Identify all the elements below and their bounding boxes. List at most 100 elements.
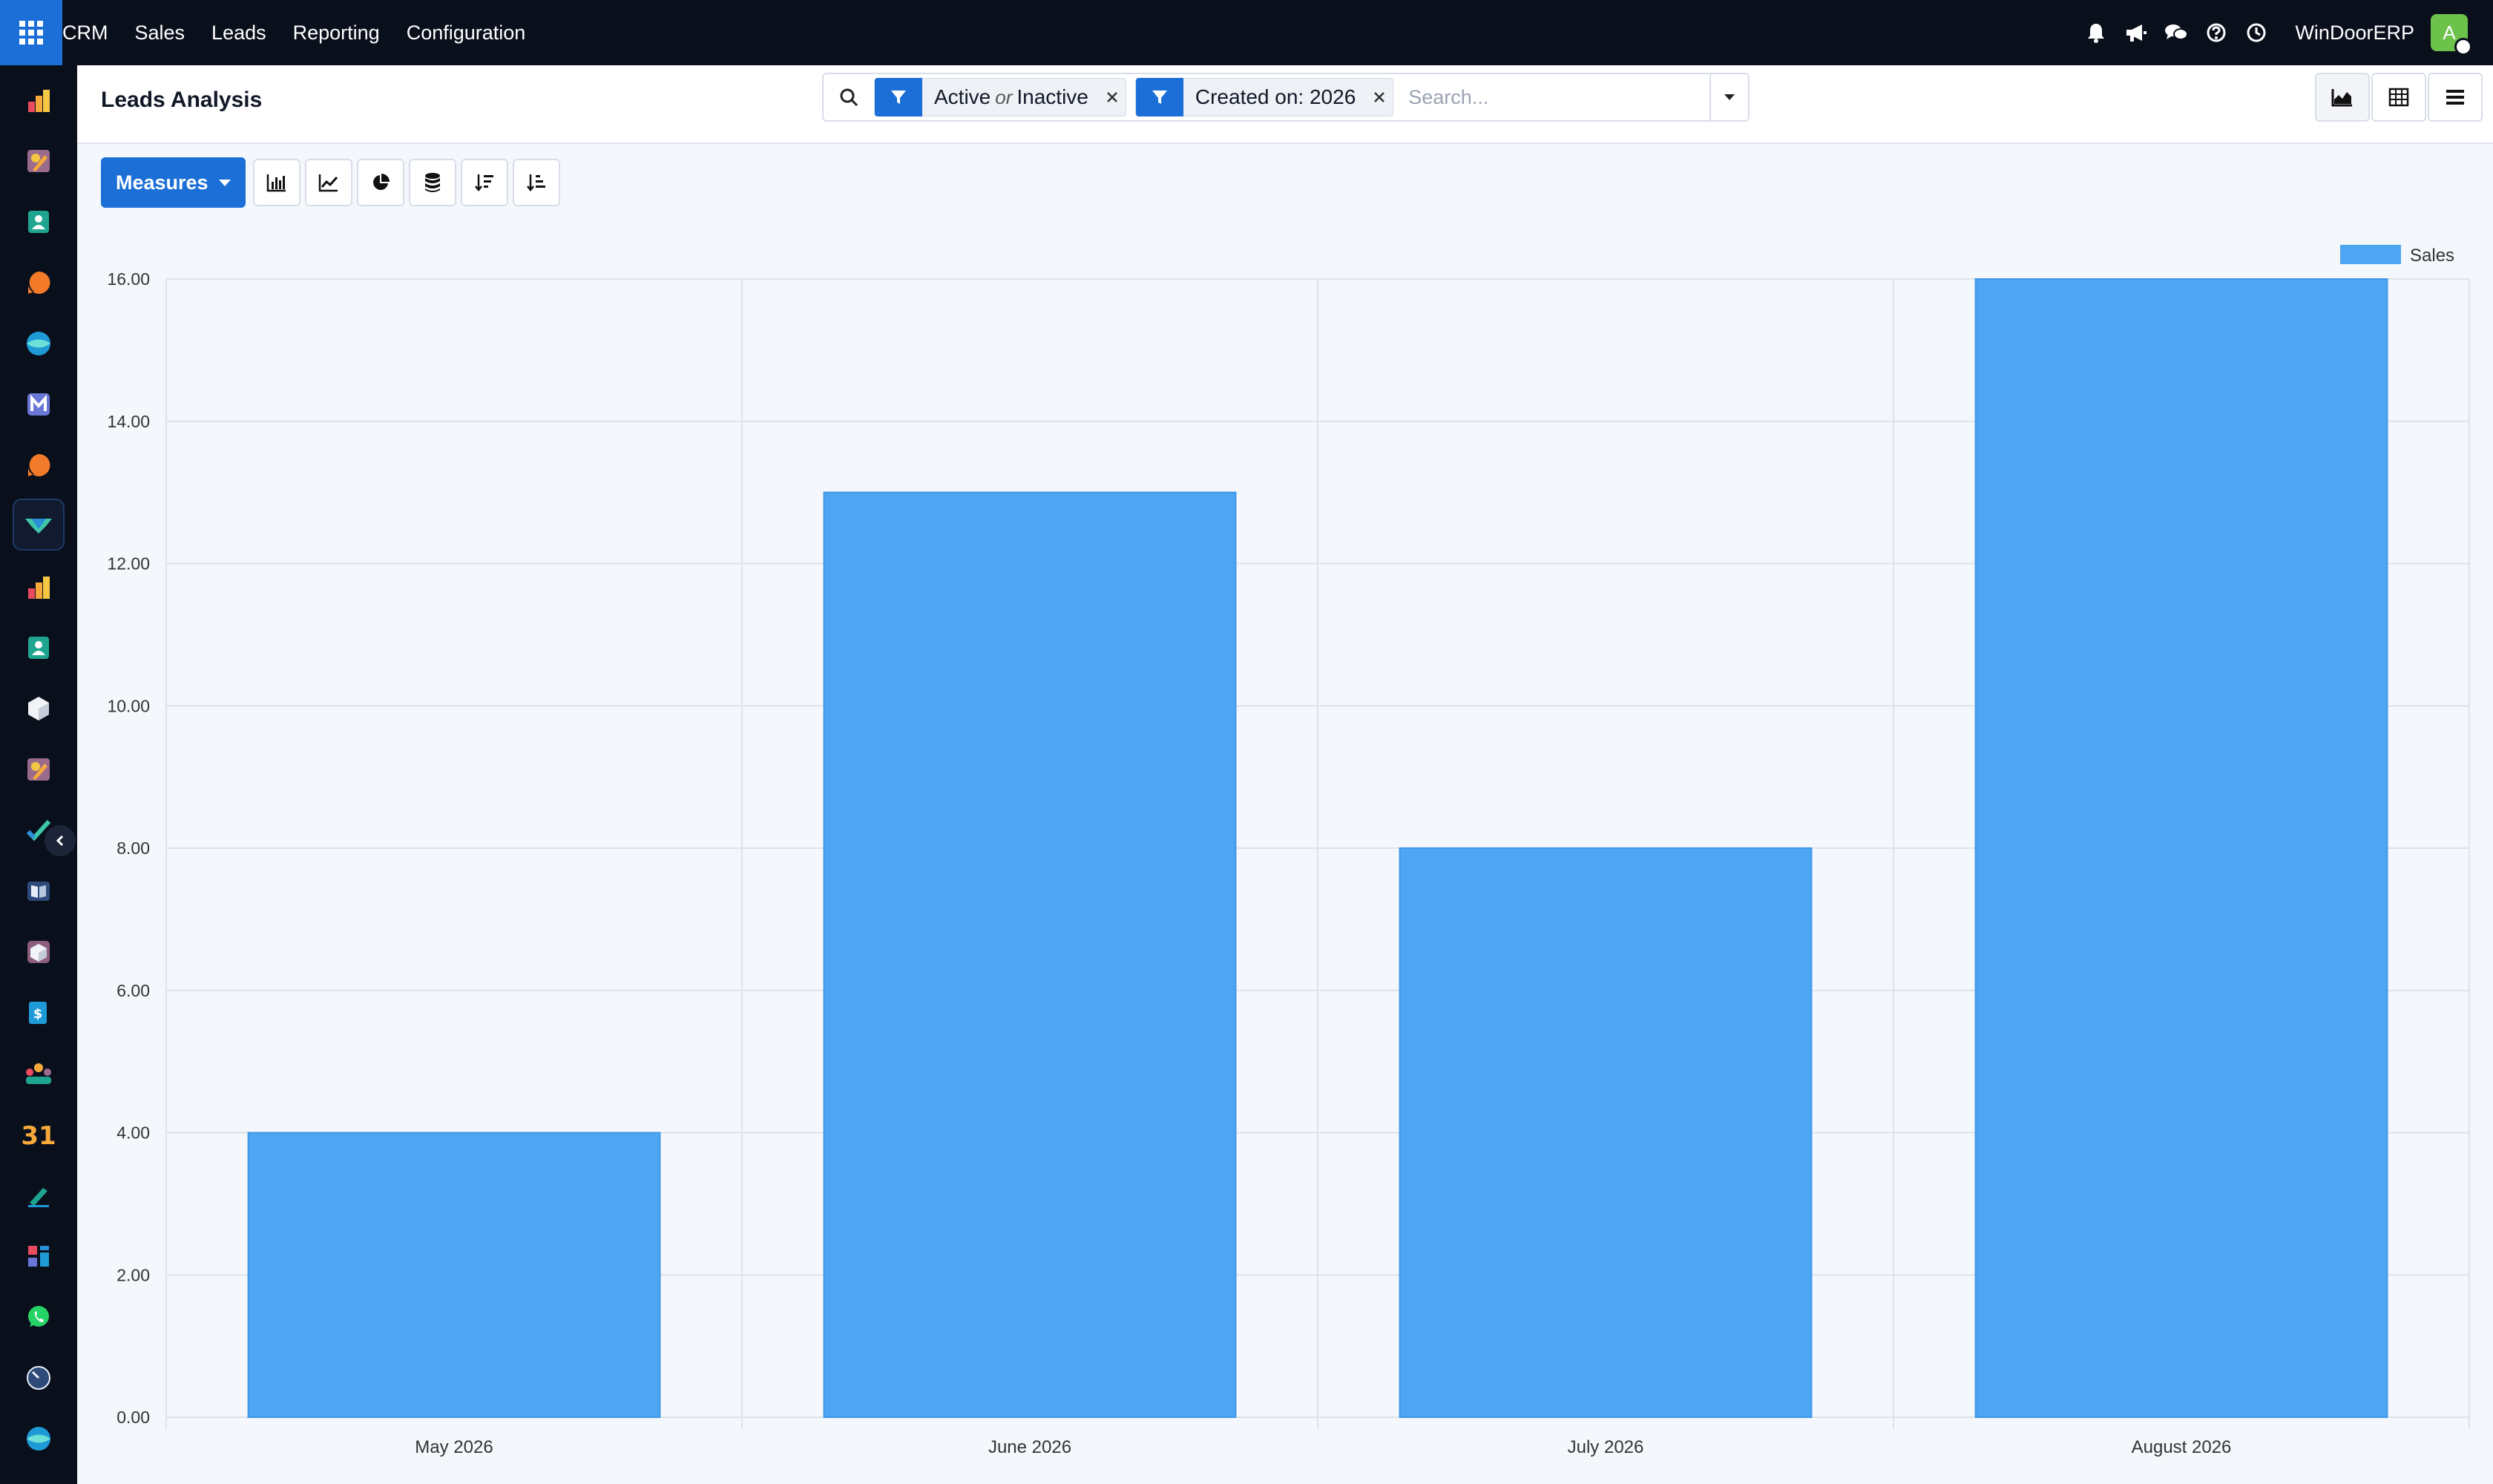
menu-configuration[interactable]: Configuration: [406, 21, 526, 44]
y-tick-label: 10.00: [107, 696, 150, 715]
x-tick-label: July 2026: [1568, 1437, 1644, 1457]
remove-facet-button[interactable]: [1099, 78, 1126, 116]
search-input[interactable]: [1402, 78, 1709, 116]
app-icon-10[interactable]: [13, 622, 65, 674]
menu-crm[interactable]: CRM: [62, 21, 108, 44]
menu-leads[interactable]: Leads: [211, 21, 266, 44]
facet-value: Created on: 2026: [1195, 85, 1356, 108]
filter-icon: [1135, 78, 1183, 116]
chart-legend[interactable]: Sales: [2340, 245, 2454, 266]
app-sidebar: $ 31: [0, 65, 77, 1484]
stacked-button[interactable]: [408, 159, 456, 206]
filter-facet-active: Active or Inactive: [874, 78, 1126, 116]
graph-toolbar: Measures: [101, 157, 565, 208]
app-icon-5[interactable]: [13, 318, 65, 370]
chat-icon[interactable]: [2161, 18, 2191, 47]
app-icon-15[interactable]: [13, 926, 65, 978]
app-icon-11[interactable]: [13, 683, 65, 735]
y-tick-label: 14.00: [107, 412, 150, 431]
page-title: Leads Analysis: [101, 88, 263, 112]
control-panel: Leads Analysis Active or Inactive Created …: [77, 65, 2493, 144]
bar-july-2026[interactable]: [1399, 847, 1813, 1418]
bar-may-2026[interactable]: [247, 1132, 661, 1418]
company-switcher[interactable]: WinDoorERP: [2295, 21, 2414, 44]
app-icon-22[interactable]: [13, 1352, 65, 1404]
calendar-app-icon[interactable]: 31: [13, 1109, 65, 1160]
filter-facet-created-on: Created on: 2026: [1134, 78, 1394, 116]
pie-chart-button[interactable]: [356, 159, 404, 206]
close-icon: [1106, 92, 1117, 102]
bell-icon[interactable]: [2081, 18, 2111, 47]
grid-icon: [19, 21, 43, 45]
bar-august-2026[interactable]: [1974, 278, 2388, 1418]
y-tick-label: 16.00: [107, 269, 150, 289]
top-menu: CRM Sales Leads Reporting Configuration: [62, 0, 552, 65]
x-tick-label: May 2026: [415, 1437, 493, 1457]
app-icon-3[interactable]: [13, 196, 65, 248]
user-avatar[interactable]: A: [2431, 14, 2472, 56]
leads-bar-chart: 0.00 2.00 4.00 6.00 8.00 10.00 12.00 14.00 16.00…: [107, 245, 2470, 1457]
legend-label: Sales: [2410, 246, 2454, 266]
area-chart-icon: [2331, 89, 2352, 107]
y-tick-label: 4.00: [116, 1123, 150, 1143]
app-icon-1[interactable]: [13, 74, 65, 126]
legend-swatch: [2340, 245, 2401, 264]
sidebar-collapse-button[interactable]: [45, 825, 76, 856]
svg-text:$: $: [33, 1006, 43, 1022]
chart-bars: [247, 278, 2388, 1418]
measures-label: Measures: [116, 171, 208, 194]
app-icon-20[interactable]: [13, 1230, 65, 1282]
megaphone-icon[interactable]: [2121, 18, 2151, 47]
remove-facet-button[interactable]: [1366, 78, 1393, 116]
chart-axes: 0.00 2.00 4.00 6.00 8.00 10.00 12.00 14.00 16.00…: [107, 269, 2231, 1457]
apps-menu-button[interactable]: [0, 0, 62, 65]
y-tick-label: 12.00: [107, 554, 150, 574]
crm-app-icon[interactable]: [13, 499, 65, 551]
app-icon-13[interactable]: [13, 804, 65, 856]
bar-chart-icon: [266, 174, 286, 192]
sort-desc-icon: [474, 174, 493, 192]
whatsapp-app-icon[interactable]: [13, 1291, 65, 1343]
app-icon-17[interactable]: [13, 1048, 65, 1100]
list-view-button[interactable]: [2428, 73, 2483, 122]
facet-separator: or: [995, 86, 1013, 108]
status-dot: [2454, 38, 2472, 56]
y-tick-label: 2.00: [116, 1265, 150, 1284]
menu-sales[interactable]: Sales: [134, 21, 185, 44]
app-icon-2[interactable]: [13, 135, 65, 187]
bar-chart-button[interactable]: [252, 159, 300, 206]
sort-descending-button[interactable]: [460, 159, 508, 206]
app-icon-4[interactable]: [13, 257, 65, 309]
y-tick-label: 6.00: [116, 981, 150, 1000]
line-chart-button[interactable]: [304, 159, 352, 206]
bar-june-2026[interactable]: [823, 491, 1237, 1418]
app-icon-7[interactable]: [13, 439, 65, 491]
clock-icon[interactable]: [2241, 18, 2271, 47]
app-icon-16[interactable]: $: [13, 987, 65, 1039]
pivot-view-button[interactable]: [2371, 73, 2426, 122]
search-icon: [840, 88, 858, 107]
database-icon: [424, 173, 440, 192]
app-icon-12[interactable]: [13, 743, 65, 795]
caret-down-icon: [218, 179, 231, 186]
calendar-icon-text: 31: [22, 1121, 55, 1149]
app-icon-6[interactable]: [13, 378, 65, 430]
line-chart-icon: [318, 174, 338, 192]
caret-down-icon: [1724, 94, 1735, 100]
app-icon-9[interactable]: [13, 561, 65, 613]
search-button[interactable]: [824, 74, 874, 120]
view-switcher: [2313, 73, 2483, 122]
facet-part-active: Active: [934, 85, 991, 108]
graph-view-button[interactable]: [2315, 73, 2370, 122]
menu-reporting[interactable]: Reporting: [292, 21, 380, 44]
sort-ascending-button[interactable]: [512, 159, 560, 206]
measures-dropdown[interactable]: Measures: [101, 157, 246, 208]
app-icon-19[interactable]: [13, 1169, 65, 1221]
pie-chart-icon: [372, 174, 390, 190]
app-icon-14[interactable]: [13, 865, 65, 917]
search-options-toggle[interactable]: [1709, 74, 1748, 120]
facet-value: Active or Inactive: [922, 85, 1099, 109]
facet-part-inactive: Inactive: [1016, 85, 1088, 108]
help-icon[interactable]: [2201, 18, 2231, 47]
app-icon-23[interactable]: [13, 1413, 65, 1465]
